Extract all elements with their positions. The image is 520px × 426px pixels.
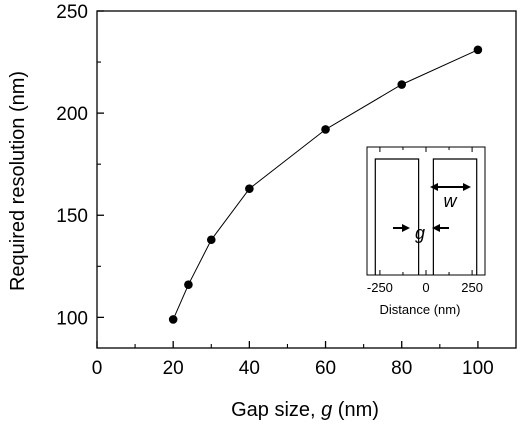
inset-axis: -250 0 250 xyxy=(367,147,483,295)
inset-frame xyxy=(366,146,486,276)
x-tick-label: 80 xyxy=(391,358,412,379)
x-tick-label: 100 xyxy=(462,358,494,379)
data-point xyxy=(473,45,483,55)
plot-frame xyxy=(96,10,517,349)
x-axis-title: Gap size, g (nm) xyxy=(231,399,379,421)
inset-x-tick-label: 250 xyxy=(461,280,483,295)
x-tick-label: 0 xyxy=(92,358,103,379)
y-tick-label: 200 xyxy=(56,104,88,125)
inset-bar xyxy=(432,158,478,275)
y-tick-label: 150 xyxy=(56,206,88,227)
width-arrow-head-right xyxy=(463,183,471,191)
gap-arrow-right-head xyxy=(432,224,440,232)
inset-diagram: -250 0 250 w g Distance (nm) xyxy=(366,146,486,317)
data-point xyxy=(245,184,254,193)
x-tick-label: 40 xyxy=(239,358,260,379)
gap-label: g xyxy=(415,223,425,243)
inset-bars xyxy=(374,158,478,275)
data-point xyxy=(321,125,330,134)
x-tick-label: 60 xyxy=(315,358,336,379)
x-tick-label: 20 xyxy=(163,358,184,379)
inset-x-tick-label: 0 xyxy=(422,280,429,295)
gap-arrow-left-head xyxy=(402,224,410,232)
data-point xyxy=(184,280,193,289)
width-arrow-head-left xyxy=(430,183,438,191)
data-point xyxy=(206,235,216,245)
data-point xyxy=(168,315,178,324)
data-point xyxy=(397,80,407,89)
width-label: w xyxy=(444,191,458,211)
inset-x-title: Distance (nm) xyxy=(380,302,461,317)
y-tick-label: 250 xyxy=(56,2,88,23)
main-axes: 0 20 40 60 80 100 100 150 200 250 xyxy=(56,2,493,379)
y-tick-label: 100 xyxy=(56,308,88,329)
series-points xyxy=(168,45,483,324)
y-axis-title: Required resolution (nm) xyxy=(7,71,29,291)
inset-bar xyxy=(374,158,420,275)
inset-x-tick-label: -250 xyxy=(367,280,393,295)
